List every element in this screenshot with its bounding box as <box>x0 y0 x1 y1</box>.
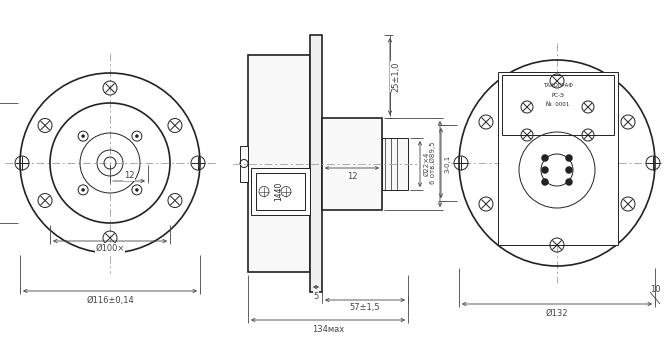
Bar <box>240 145 248 181</box>
Text: 5: 5 <box>313 292 319 301</box>
Text: Ø132: Ø132 <box>546 309 568 318</box>
Text: Ø116±0,14: Ø116±0,14 <box>86 296 134 305</box>
Circle shape <box>135 188 138 191</box>
Bar <box>251 168 310 215</box>
Text: 3-0,1: 3-0,1 <box>444 155 450 173</box>
Circle shape <box>566 154 572 161</box>
Text: Ø22×4: Ø22×4 <box>424 152 430 176</box>
Bar <box>322 118 382 210</box>
Circle shape <box>135 135 138 138</box>
Circle shape <box>82 135 84 138</box>
Text: 25±1,0: 25±1,0 <box>391 61 400 92</box>
Text: РС-Э: РС-Э <box>552 93 564 98</box>
Circle shape <box>566 178 572 186</box>
Text: 10: 10 <box>650 285 661 294</box>
Text: 6 отв.Ø89,5: 6 отв.Ø89,5 <box>430 142 436 184</box>
Text: 1440: 1440 <box>274 182 283 201</box>
Text: 12: 12 <box>347 172 357 181</box>
Text: 134мах: 134мах <box>312 325 344 334</box>
Circle shape <box>82 188 84 191</box>
Circle shape <box>542 167 548 174</box>
Circle shape <box>542 178 548 186</box>
Text: Ø100×: Ø100× <box>96 244 125 253</box>
Bar <box>256 173 305 210</box>
Text: №  0001: № 0001 <box>546 102 570 107</box>
Text: 12: 12 <box>124 171 134 180</box>
Circle shape <box>566 167 572 174</box>
Bar <box>248 55 310 272</box>
Text: 57±1,5: 57±1,5 <box>350 303 380 312</box>
Circle shape <box>542 154 548 161</box>
Bar <box>310 35 322 292</box>
Text: ТАХОГРАФ: ТАХОГРАФ <box>543 83 573 88</box>
Bar <box>382 138 408 190</box>
Bar <box>498 72 618 245</box>
Bar <box>502 75 614 135</box>
